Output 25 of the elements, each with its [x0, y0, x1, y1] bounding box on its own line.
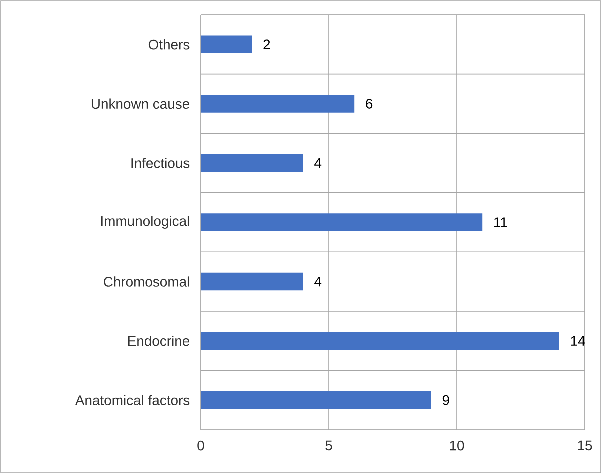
- data-label: 4: [314, 158, 322, 168]
- data-label: 14: [571, 336, 586, 346]
- y-tick-label: Anatomical factors: [75, 395, 190, 406]
- x-tick-label: 10: [450, 440, 464, 451]
- bar: [201, 214, 483, 232]
- bar: [201, 391, 432, 410]
- bar: [201, 272, 304, 291]
- bar: [201, 154, 304, 172]
- y-tick-label: Unknown cause: [92, 98, 190, 110]
- y-tick-label: Chromosomal: [104, 276, 190, 287]
- x-tick-label: 5: [326, 440, 332, 451]
- x-tick-label: 15: [578, 440, 592, 451]
- data-label: 2: [264, 40, 270, 50]
- y-tick-label: Endocrine: [128, 336, 190, 346]
- data-label: 9: [442, 395, 450, 406]
- bar: [201, 332, 560, 350]
- data-label: 4: [314, 276, 322, 287]
- bar: [201, 95, 355, 113]
- y-tick-label: Immunological: [102, 216, 190, 229]
- data-label: 6: [366, 98, 373, 109]
- y-tick-label: Infectious: [132, 158, 190, 168]
- y-tick-label: Others: [148, 40, 190, 50]
- bar: [201, 36, 252, 54]
- x-tick-label: 0: [198, 440, 204, 451]
- data-label: 11: [494, 218, 508, 228]
